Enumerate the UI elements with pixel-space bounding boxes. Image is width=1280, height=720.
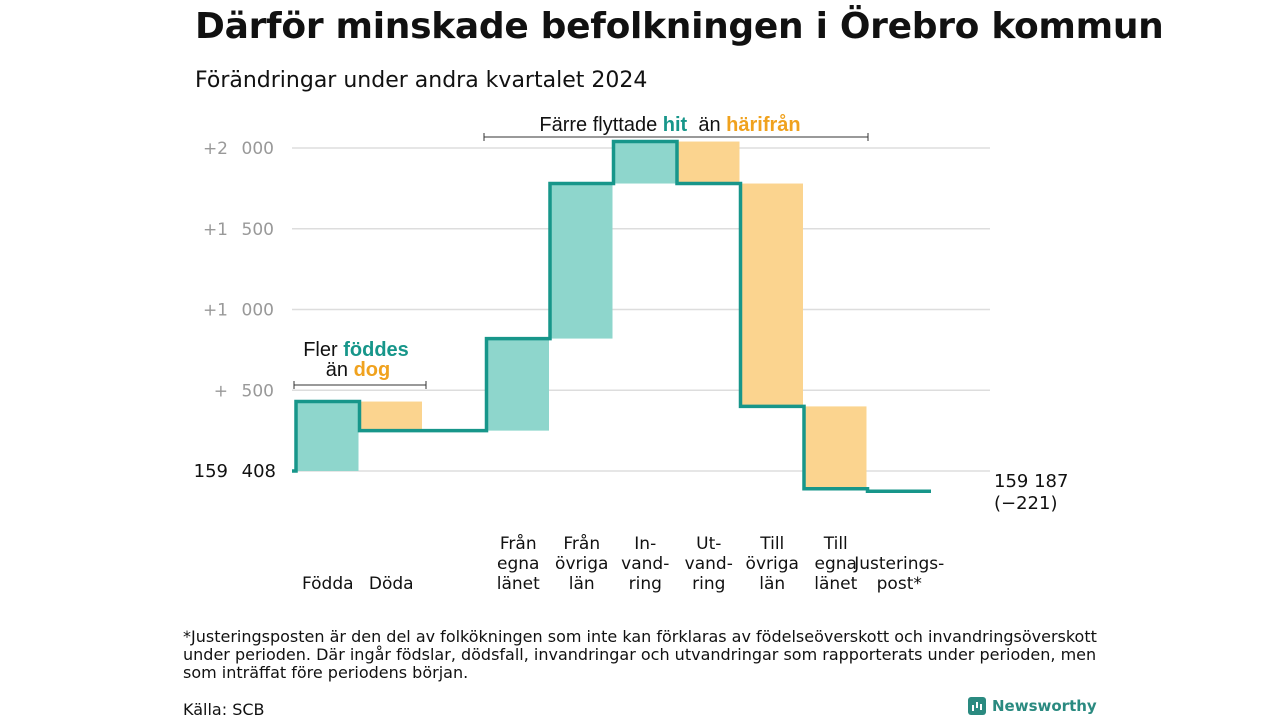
category-label: Ut- — [696, 534, 721, 554]
waterfall-bar — [297, 401, 359, 471]
cumulative-step-line — [292, 139, 931, 493]
y-tick-label: +1 — [203, 220, 228, 240]
y-tick-label: + — [214, 381, 228, 401]
moves-annotation: Färre flyttade hit än härifrån — [539, 113, 800, 136]
bar-chart-icon — [968, 697, 986, 715]
end-value-label: 159 187 — [994, 471, 1068, 492]
annotation-text: härifrån — [726, 113, 800, 136]
category-label: vand- — [685, 554, 733, 574]
category-label: Födda — [302, 574, 354, 594]
category-label: Till — [759, 534, 784, 554]
y-tick-label: 500 — [242, 220, 274, 240]
category-label: Till — [823, 534, 848, 554]
annotation-text: Färre flyttade — [539, 114, 662, 136]
category-label: ring — [629, 574, 662, 594]
waterfall-bar — [487, 338, 549, 431]
brand-logo[interactable]: Newsworthy — [968, 697, 1097, 715]
category-label: län — [569, 574, 595, 594]
waterfall-bar — [360, 401, 422, 431]
category-label: Från — [500, 533, 537, 554]
annotation-text: dog — [354, 359, 391, 381]
category-label: egna — [815, 554, 857, 574]
waterfall-bar — [741, 183, 803, 407]
start-value-label: 408 — [242, 461, 276, 482]
annotation-text: än — [687, 114, 726, 136]
chart-subtitle: Förändringar under andra kvartalet 2024 — [195, 68, 648, 93]
category-label: ring — [692, 574, 725, 594]
category-label: övriga — [746, 554, 799, 574]
category-label: Justerings- — [853, 554, 944, 574]
category-label: vand- — [621, 554, 669, 574]
births-annotation: Fler föddes — [303, 339, 409, 361]
y-tick-label: 000 — [242, 301, 274, 321]
start-value-label: 159 — [194, 461, 228, 482]
y-tick-label: 000 — [242, 139, 274, 159]
end-change-label: (−221) — [994, 493, 1057, 514]
footnote: *Justeringsposten är den del av folkökni… — [183, 627, 1097, 682]
category-label: In- — [634, 534, 656, 554]
y-tick-label: +2 — [203, 139, 228, 159]
category-label: Från — [563, 533, 600, 554]
waterfall-bar — [678, 141, 740, 184]
brand-name: Newsworthy — [992, 697, 1097, 715]
births-annotation: än dog — [326, 359, 390, 381]
annotation-text: föddes — [343, 339, 409, 361]
category-label: övriga — [555, 554, 608, 574]
annotation-text: än — [326, 359, 354, 381]
waterfall-bar — [614, 141, 676, 184]
category-label: länet — [814, 574, 857, 594]
category-label: egna — [497, 554, 539, 574]
waterfall-bar — [551, 183, 613, 339]
category-label: Döda — [369, 574, 414, 594]
y-tick-label: +1 — [203, 301, 228, 321]
category-label: län — [759, 574, 785, 594]
category-label: länet — [497, 574, 540, 594]
category-label: post* — [877, 574, 922, 594]
y-tick-label: 500 — [242, 381, 274, 401]
annotation-text: hit — [663, 114, 688, 136]
annotation-text: Fler — [303, 339, 343, 361]
chart-title: Därför minskade befolkningen i Örebro ko… — [195, 6, 1164, 47]
waterfall-bar — [805, 406, 867, 489]
source-note: Källa: SCB — [183, 700, 265, 719]
